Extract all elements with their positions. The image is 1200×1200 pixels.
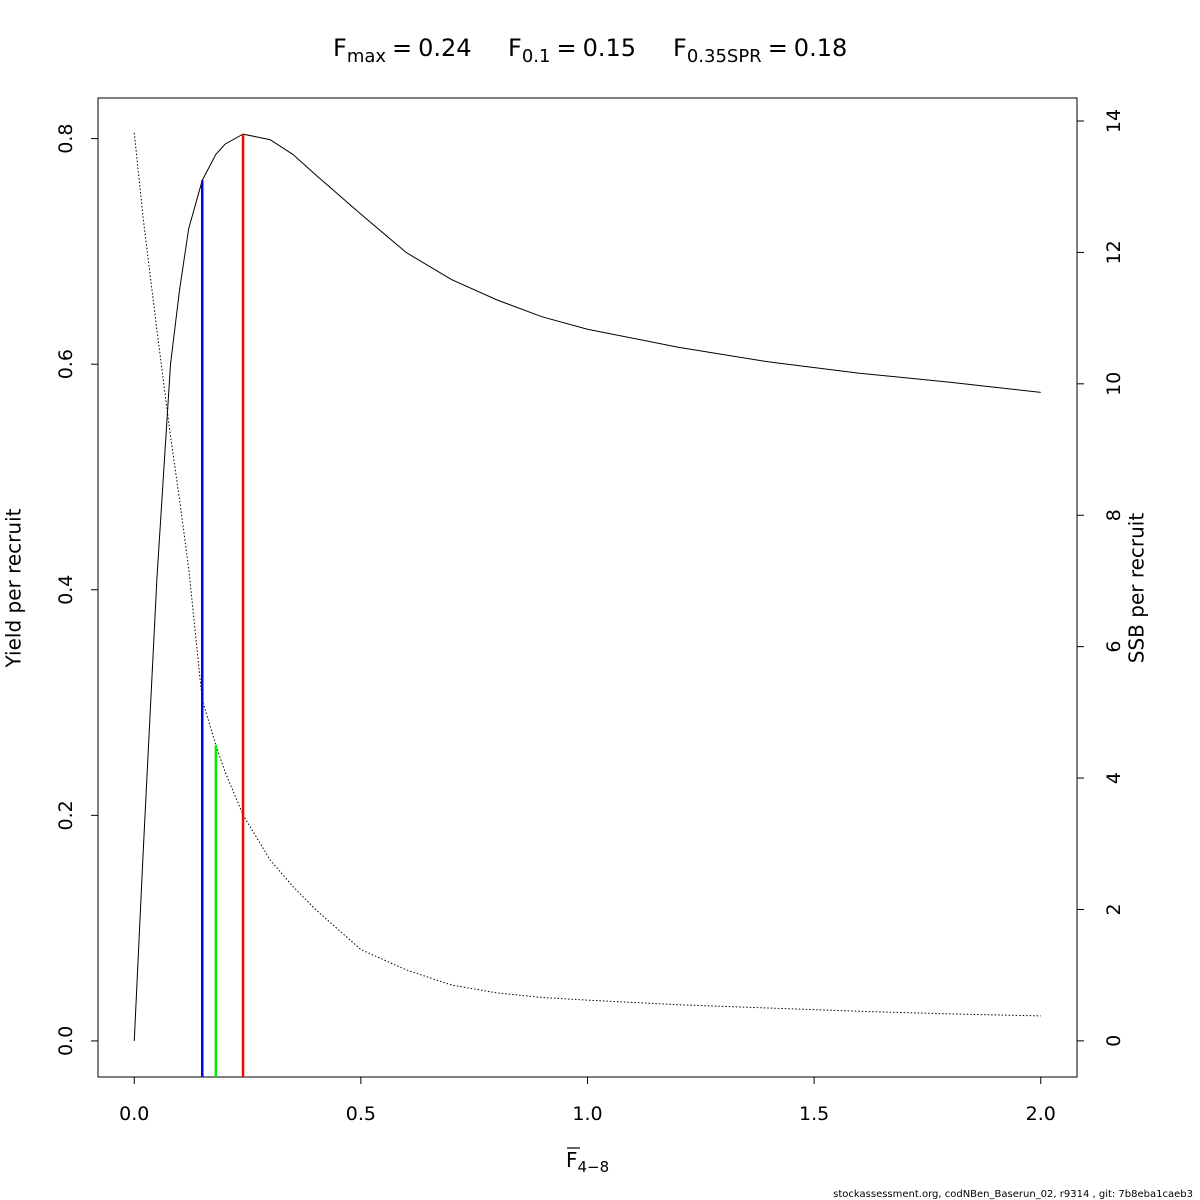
title-value: 0.18 xyxy=(794,34,847,62)
y2-tick-label: 10 xyxy=(1103,372,1125,396)
title-name: F xyxy=(673,34,687,62)
x-axis-label: F4−8 xyxy=(566,1148,609,1176)
title-sub: 0.35SPR xyxy=(687,46,762,67)
title-sub: max xyxy=(347,46,387,67)
x-tick-label: 0.5 xyxy=(346,1103,376,1125)
title-value: 0.15 xyxy=(583,34,636,62)
x-tick-label: 1.5 xyxy=(799,1103,829,1125)
x-label-name: F xyxy=(566,1148,578,1172)
y2-tick-label: 4 xyxy=(1103,772,1125,784)
y2-tick-label: 14 xyxy=(1103,109,1125,133)
title-sign: = xyxy=(392,34,412,62)
y-tick-label: 0.2 xyxy=(55,800,77,830)
series-line xyxy=(133,132,1041,1017)
y2-tick-label: 8 xyxy=(1103,509,1125,521)
title-sub: 0.1 xyxy=(522,46,551,67)
y2-tick-label: 6 xyxy=(1103,641,1125,653)
title-part: F0.35SPR = 0.18 xyxy=(673,34,847,67)
title-sign: = xyxy=(556,34,576,62)
title-name: F xyxy=(508,34,522,62)
y-tick-label: 0.4 xyxy=(55,575,77,605)
y2-tick-label: 2 xyxy=(1103,903,1125,915)
title-part: F0.1 = 0.15 xyxy=(508,34,636,67)
plot-frame xyxy=(97,97,1078,1078)
y2-tick-label: 0 xyxy=(1103,1035,1125,1047)
y2-tick-label: 12 xyxy=(1103,240,1125,264)
x-tick-label: 1.0 xyxy=(572,1103,602,1125)
y-tick-label: 0.8 xyxy=(55,123,77,153)
x-tick-label: 0.0 xyxy=(119,1103,149,1125)
x-label-sub: 4−8 xyxy=(578,1158,610,1176)
title-sign: = xyxy=(768,34,788,62)
y-tick-label: 0.6 xyxy=(55,349,77,379)
title-value: 0.24 xyxy=(418,34,471,62)
x-tick-label: 2.0 xyxy=(1026,1103,1056,1125)
footer: stockassessment.org, codNBen_Baserun_02,… xyxy=(833,1189,1193,1200)
y-axis-label: Yield per recruit xyxy=(2,508,26,668)
series-line xyxy=(133,133,1041,1041)
title-part: Fmax = 0.24 xyxy=(333,34,472,67)
title-name: F xyxy=(333,34,347,62)
y2-axis-label: SSB per recruit xyxy=(1125,513,1149,664)
y-tick-label: 0.0 xyxy=(55,1026,77,1056)
